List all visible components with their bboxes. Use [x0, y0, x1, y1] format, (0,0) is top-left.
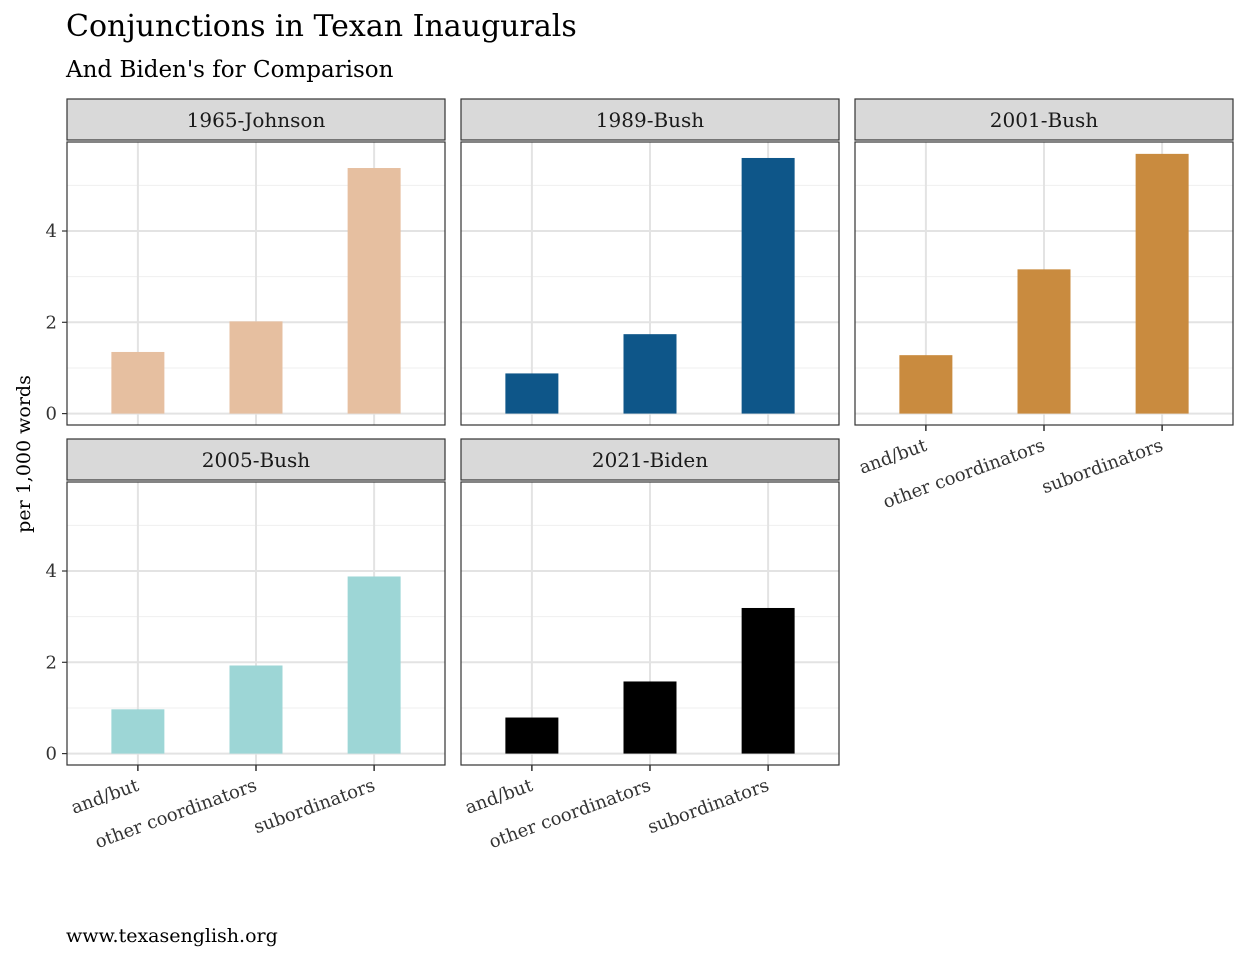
x-tick-label: subordinators — [251, 775, 378, 838]
y-tick-label: 2 — [46, 652, 57, 673]
bar-other-coordinators — [229, 321, 283, 414]
bar-and-but — [505, 717, 559, 754]
x-tick-label: and/but — [462, 775, 536, 819]
bar-and-but — [111, 351, 165, 414]
y-axis-label: per 1,000 words — [13, 375, 35, 533]
facet-strip-label: 1965-Johnson — [187, 108, 326, 132]
bar-subordinators — [347, 576, 401, 754]
y-tick-label: 0 — [46, 744, 57, 765]
bar-and-but — [899, 355, 953, 414]
bar-subordinators — [741, 607, 795, 754]
bar-other-coordinators — [623, 334, 677, 414]
facet-strip — [66, 98, 446, 141]
chart-subtitle: And Biden's for Comparison — [65, 57, 394, 83]
x-tick-label: and/but — [68, 775, 142, 819]
bar-other-coordinators — [229, 665, 283, 754]
y-tick-label: 2 — [46, 312, 57, 333]
bar-subordinators — [347, 168, 401, 414]
facet-panel-1989-Bush: 1989-Bush — [460, 98, 840, 426]
facet-strip-label: 2001-Bush — [990, 108, 1098, 132]
bar-subordinators — [1135, 153, 1189, 414]
chart-title: Conjunctions in Texan Inaugurals — [66, 9, 577, 44]
panel-border — [66, 141, 446, 426]
y-tick-label: 4 — [46, 561, 57, 582]
facet-strip — [854, 98, 1234, 141]
bar-subordinators — [741, 157, 795, 414]
bar-other-coordinators — [623, 681, 677, 754]
bar-and-but — [505, 373, 559, 414]
panel-border — [460, 141, 840, 426]
x-tick-label: subordinators — [645, 775, 772, 838]
facet-strip-label: 2021-Biden — [592, 448, 708, 472]
chart-caption: www.texasenglish.org — [66, 925, 278, 947]
facet-strip — [460, 438, 840, 481]
facet-strip — [460, 98, 840, 141]
facet-strip-label: 2005-Bush — [202, 448, 310, 472]
bar-and-but — [111, 709, 165, 754]
y-tick-label: 4 — [46, 221, 57, 242]
x-tick-label: and/but — [856, 435, 930, 479]
facet-strip-label: 1989-Bush — [596, 108, 704, 132]
y-tick-label: 0 — [46, 404, 57, 425]
x-tick-label: subordinators — [1039, 435, 1166, 498]
facet-strip — [66, 438, 446, 481]
bar-other-coordinators — [1017, 269, 1071, 414]
facet-panel-1965-Johnson: 1965-Johnson 0 2 4 — [46, 98, 446, 426]
